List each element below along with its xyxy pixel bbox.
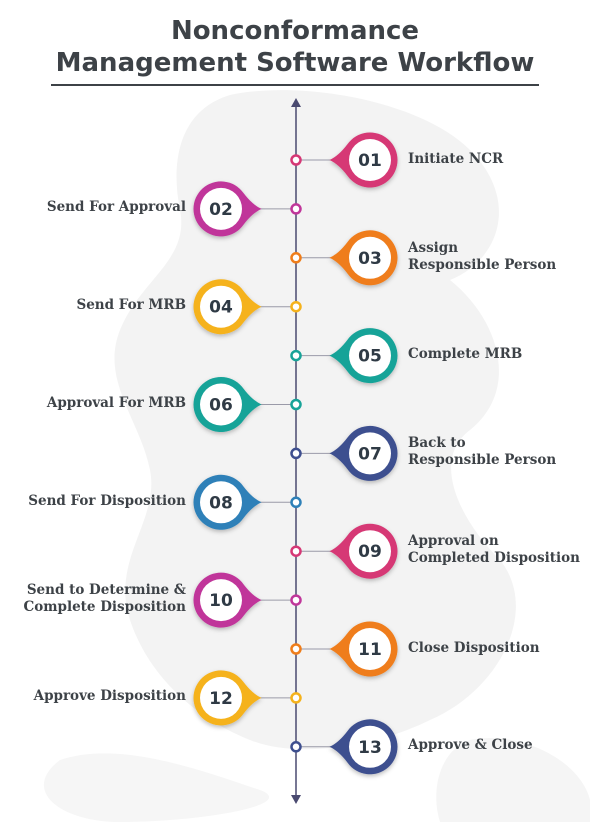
step-02: 02	[193, 181, 302, 237]
step-label-01: Initiate NCR	[408, 151, 588, 168]
step-label-line: Approval on	[408, 533, 499, 550]
step-label-line: Send For Approval	[46, 199, 186, 216]
step-label-02: Send For Approval	[0, 199, 186, 216]
step-badge-center	[200, 676, 242, 719]
step-10: 10	[193, 572, 302, 628]
timeline-dot	[290, 398, 302, 411]
step-06: 06	[193, 377, 302, 433]
step-01: 01	[290, 132, 398, 188]
timeline-dot	[290, 594, 302, 606]
step-label-line: Send For Disposition	[28, 492, 186, 509]
step-label-line: Assign	[408, 239, 459, 256]
step-number: 06	[209, 396, 233, 416]
timeline-dot	[290, 545, 302, 557]
step-badge-center	[349, 530, 391, 573]
step-08: 08	[193, 474, 302, 530]
step-number: 09	[358, 542, 382, 562]
step-label-line: Complete Disposition	[23, 599, 186, 616]
axis-arrow-down-icon	[291, 795, 301, 804]
step-label-line: Send to Determine &	[26, 582, 186, 599]
step-label-line: Approval For MRB	[46, 395, 186, 411]
step-number: 11	[358, 640, 382, 660]
step-badge-center	[200, 383, 242, 426]
step-label-07: Back to Responsible Person	[408, 435, 588, 469]
step-13: 13	[290, 719, 398, 775]
step-label-11: Close Disposition	[408, 640, 588, 657]
step-label-line: Responsible Person	[408, 256, 557, 273]
step-label-03: Assign Responsible Person	[408, 240, 588, 274]
step-badge-center	[200, 481, 242, 524]
step-badge-center	[349, 334, 391, 377]
timeline-dot	[290, 154, 302, 166]
timeline-dot	[290, 349, 302, 362]
step-number: 03	[358, 249, 382, 269]
step-label-line: Initiate NCR	[408, 150, 504, 167]
step-badge-center	[349, 725, 391, 768]
step-number: 12	[209, 689, 233, 709]
title-underline	[51, 84, 539, 86]
timeline-dot	[290, 643, 302, 655]
step-label-line: Send For MRB	[76, 297, 186, 314]
step-07: 07	[290, 425, 398, 481]
step-05: 05	[290, 328, 398, 384]
step-number: 13	[358, 738, 382, 758]
step-label-line: Completed Disposition	[408, 550, 580, 567]
step-badge-center	[349, 236, 391, 279]
title-line-1: Nonconformance	[170, 16, 420, 46]
step-label-line: Close Disposition	[408, 639, 540, 656]
step-label-line: Responsible Person	[408, 452, 557, 469]
timeline-dot	[290, 692, 302, 704]
timeline-dot	[290, 741, 302, 753]
step-label-12: Approve Disposition	[0, 688, 186, 705]
step-label-08: Send For Disposition	[0, 493, 186, 510]
step-label-line: Approve & Close	[408, 737, 533, 754]
step-number: 02	[209, 200, 233, 220]
step-label-06: Approval For MRB	[0, 395, 186, 412]
timeline-dot	[290, 300, 302, 313]
step-number: 05	[358, 347, 382, 367]
step-label-05: Complete MRB	[408, 346, 588, 363]
axis-arrow-up-icon	[291, 98, 301, 107]
step-number: 07	[358, 444, 382, 464]
timeline-dot	[290, 447, 302, 460]
timeline-dot	[290, 252, 302, 264]
step-label-line: Approve Disposition	[33, 688, 186, 705]
step-04: 04	[193, 279, 302, 335]
step-03: 03	[290, 230, 398, 286]
timeline-dot	[290, 496, 302, 509]
step-label-04: Send For MRB	[0, 297, 186, 314]
step-11: 11	[290, 621, 398, 677]
step-badge-center	[200, 285, 242, 328]
step-label-09: Approval on Completed Disposition	[408, 533, 588, 567]
step-badge-center	[200, 579, 242, 622]
step-badge-center	[349, 432, 391, 475]
timeline-dot	[290, 203, 302, 215]
step-label-line: Complete MRB	[408, 346, 523, 363]
step-label-10: Send to Determine & Complete Disposition	[0, 582, 186, 616]
step-badge-center	[349, 139, 391, 181]
step-badge-center	[200, 187, 242, 230]
step-label-line: Back to	[408, 435, 466, 452]
step-number: 01	[358, 151, 382, 171]
step-number: 04	[209, 298, 233, 318]
step-badge-center	[349, 628, 391, 670]
step-number: 08	[209, 493, 233, 513]
step-number: 10	[209, 591, 233, 611]
step-09: 09	[290, 523, 398, 579]
step-12: 12	[193, 670, 302, 726]
step-label-13: Approve & Close	[408, 737, 588, 754]
title-line-2: Management Software Workflow	[55, 48, 535, 78]
